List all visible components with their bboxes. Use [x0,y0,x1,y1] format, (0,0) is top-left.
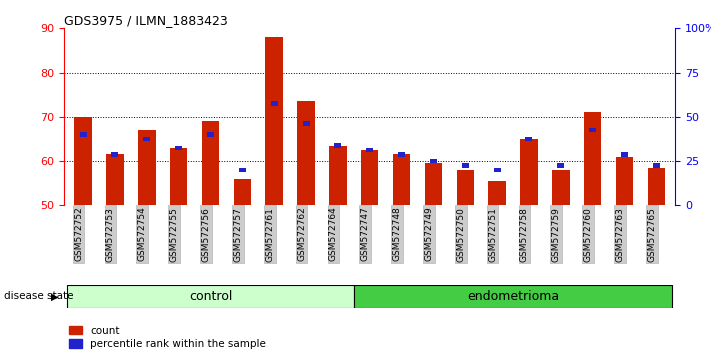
Bar [138,130,156,205]
Text: endometrioma: endometrioma [467,290,559,303]
Bar [621,152,628,156]
Text: GSM572763: GSM572763 [616,207,624,262]
Text: GSM572759: GSM572759 [552,207,561,262]
Bar [354,285,673,308]
Text: GSM572754: GSM572754 [138,207,146,261]
Bar [234,179,251,205]
Bar [239,168,246,172]
Text: GSM572748: GSM572748 [392,207,402,261]
Bar [653,163,660,168]
Bar [175,145,182,150]
Bar [334,143,341,148]
Bar [461,163,469,168]
Bar [80,132,87,137]
Text: GSM572764: GSM572764 [329,207,338,261]
Text: ▶: ▶ [51,291,59,301]
Text: GSM572758: GSM572758 [520,207,529,262]
Bar [144,137,150,141]
Text: GSM572755: GSM572755 [170,207,178,262]
Text: GSM572761: GSM572761 [265,207,274,262]
Bar [207,132,214,137]
Text: GSM572749: GSM572749 [424,207,434,261]
Bar [398,152,405,156]
Text: GDS3975 / ILMN_1883423: GDS3975 / ILMN_1883423 [64,14,228,27]
Bar [302,121,309,126]
Text: GSM572765: GSM572765 [647,207,656,262]
Bar [265,37,283,205]
Legend: count, percentile rank within the sample: count, percentile rank within the sample [69,326,266,349]
Bar [584,113,602,205]
Bar [361,150,378,205]
Text: GSM572751: GSM572751 [488,207,497,262]
Text: GSM572752: GSM572752 [74,207,83,261]
Bar [589,128,596,132]
Text: GSM572756: GSM572756 [201,207,210,262]
Text: GSM572757: GSM572757 [233,207,242,262]
Bar [106,154,124,205]
Text: control: control [189,290,232,303]
Text: GSM572750: GSM572750 [456,207,465,262]
Text: GSM572753: GSM572753 [106,207,115,262]
Bar [366,148,373,152]
Bar [616,156,634,205]
Bar [430,159,437,163]
Text: disease state: disease state [4,291,73,301]
Bar [557,163,565,168]
Bar [520,139,538,205]
Bar [297,101,315,205]
Bar [67,285,354,308]
Bar [170,148,188,205]
Bar [392,154,410,205]
Bar [648,168,665,205]
Bar [488,181,506,205]
Bar [424,163,442,205]
Bar [202,121,219,205]
Bar [456,170,474,205]
Bar [329,145,347,205]
Bar [271,101,278,106]
Text: GSM572762: GSM572762 [297,207,306,261]
Bar [525,137,533,141]
Text: GSM572747: GSM572747 [360,207,370,261]
Bar [112,152,119,156]
Text: GSM572760: GSM572760 [584,207,593,262]
Bar [552,170,570,205]
Bar [75,117,92,205]
Bar [493,168,501,172]
